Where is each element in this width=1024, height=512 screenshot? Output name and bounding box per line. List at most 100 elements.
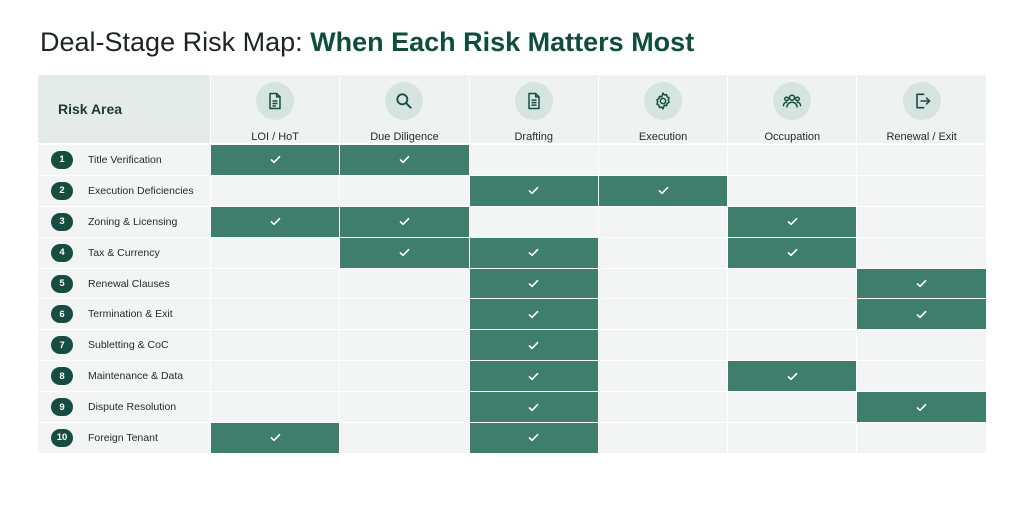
matrix-cell-active: [469, 361, 599, 393]
checkmark-icon: [527, 277, 540, 290]
people-icon: [773, 82, 812, 120]
row-number-badge: 4: [51, 243, 73, 262]
matrix-cell-active: [340, 237, 470, 269]
checkmark-icon: [527, 370, 540, 383]
matrix-cell-empty: [211, 361, 341, 393]
stage-label: Renewal / Exit: [886, 131, 957, 143]
stage-header-0: LOI / HoT: [211, 75, 341, 145]
matrix-cell-empty: [857, 361, 987, 393]
matrix-cell-empty: [340, 175, 470, 207]
row-number-badge: 2: [51, 181, 73, 200]
risk-row-header: 9 Dispute Resolution: [38, 392, 211, 424]
stage-header-5: Renewal / Exit: [857, 75, 987, 145]
matrix-cell-empty: [340, 361, 470, 393]
risk-area-label: Zoning & Licensing: [88, 215, 178, 228]
matrix-cell-active: [211, 206, 341, 238]
matrix-cell-empty: [598, 206, 729, 238]
matrix-cell-active: [469, 237, 599, 269]
risk-row-header: 3 Zoning & Licensing: [38, 206, 211, 238]
matrix-cell-active: [340, 145, 470, 176]
matrix-cell-empty: [340, 330, 470, 362]
matrix-cell-empty: [598, 361, 729, 393]
risk-area-label: Title Verification: [88, 153, 162, 166]
matrix-cell-empty: [211, 299, 341, 331]
matrix-cell-active: [469, 392, 599, 424]
risk-row-header: 4 Tax & Currency: [38, 237, 211, 269]
matrix-cell-active: [469, 330, 599, 362]
page-title: Deal-Stage Risk Map: When Each Risk Matt…: [40, 26, 694, 58]
risk-area-header: Risk Area: [58, 101, 123, 117]
matrix-cell-active: [857, 392, 987, 424]
matrix-cell-active: [598, 175, 729, 207]
matrix-cell-active: [728, 206, 858, 238]
matrix-cell-empty: [211, 268, 341, 300]
matrix-cell-empty: [857, 145, 987, 176]
matrix-cell-active: [728, 361, 858, 393]
title-accent: When Each Risk Matters Most: [310, 27, 695, 57]
matrix-cell-empty: [469, 145, 599, 176]
risk-row-header: 7 Subletting & CoC: [38, 330, 211, 362]
stage-label: Drafting: [514, 131, 553, 143]
document-lines-icon: [514, 82, 553, 120]
risk-area-label: Tax & Currency: [88, 246, 160, 259]
exit-door-icon: [902, 82, 941, 120]
gear-icon: [644, 82, 683, 120]
matrix-cell-empty: [728, 392, 858, 424]
checkmark-icon: [915, 277, 928, 290]
checkmark-icon: [915, 401, 928, 414]
matrix-cell-empty: [211, 175, 341, 207]
risk-row-header: 6 Termination & Exit: [38, 299, 211, 331]
risk-area-label: Maintenance & Data: [88, 370, 184, 383]
matrix-cell-empty: [211, 237, 341, 269]
checkmark-icon: [398, 153, 411, 166]
stage-label: Occupation: [764, 131, 821, 143]
row-number-badge: 9: [51, 398, 73, 417]
matrix-cell-empty: [857, 206, 987, 238]
checkmark-icon: [269, 153, 282, 166]
risk-area-label: Termination & Exit: [88, 308, 173, 321]
risk-row-header: 2 Execution Deficiencies: [38, 175, 211, 207]
matrix-cell-empty: [469, 206, 599, 238]
risk-matrix: Risk Area LOI / HoT Due Diligence Drafting…: [38, 75, 987, 454]
stage-label: Due Diligence: [370, 131, 439, 143]
matrix-cell-empty: [598, 423, 729, 454]
matrix-cell-active: [728, 237, 858, 269]
risk-area-label: Foreign Tenant: [88, 431, 158, 444]
risk-row-header: 5 Renewal Clauses: [38, 268, 211, 300]
risk-area-label: Execution Deficiencies: [88, 184, 194, 197]
matrix-cell-active: [469, 175, 599, 207]
matrix-cell-active: [211, 423, 341, 454]
matrix-cell-empty: [857, 237, 987, 269]
matrix-cell-empty: [340, 423, 470, 454]
matrix-cell-active: [469, 268, 599, 300]
risk-row-header: 1 Title Verification: [38, 145, 211, 176]
risk-row-header: 8 Maintenance & Data: [38, 361, 211, 393]
matrix-cell-empty: [340, 392, 470, 424]
risk-area-label: Subletting & CoC: [88, 339, 169, 352]
matrix-cell-empty: [340, 268, 470, 300]
matrix-cell-empty: [340, 299, 470, 331]
matrix-cell-empty: [598, 145, 729, 176]
checkmark-icon: [527, 431, 540, 444]
risk-row-header: 10 Foreign Tenant: [38, 423, 211, 454]
checkmark-icon: [786, 246, 799, 259]
row-number-badge: 3: [51, 212, 73, 231]
matrix-cell-empty: [598, 330, 729, 362]
checkmark-icon: [398, 246, 411, 259]
matrix-cell-empty: [728, 299, 858, 331]
matrix-cell-empty: [857, 330, 987, 362]
matrix-cell-empty: [857, 175, 987, 207]
title-plain: Deal-Stage Risk Map:: [40, 27, 311, 57]
stage-label: Execution: [638, 131, 688, 143]
checkmark-icon: [269, 431, 282, 444]
matrix-cell-empty: [211, 330, 341, 362]
matrix-cell-empty: [598, 392, 729, 424]
checkmark-icon: [269, 215, 282, 228]
matrix-cell-active: [857, 268, 987, 300]
checkmark-icon: [527, 401, 540, 414]
matrix-cell-empty: [598, 268, 729, 300]
matrix-cell-empty: [728, 145, 858, 176]
checkmark-icon: [398, 215, 411, 228]
checkmark-icon: [527, 184, 540, 197]
matrix-cell-empty: [857, 423, 987, 454]
